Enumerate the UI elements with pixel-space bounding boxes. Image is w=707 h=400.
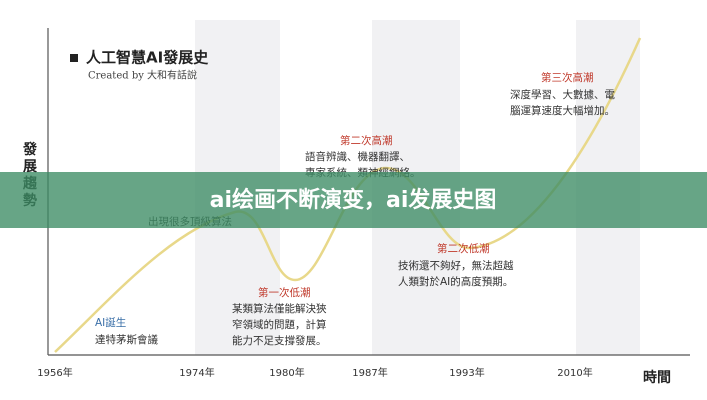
annotation-line: 達特茅斯會議 <box>95 333 158 346</box>
banner-bg <box>0 172 707 228</box>
x-tick-label: 1993年 <box>449 366 484 379</box>
x-axis-label: 時間 <box>643 369 671 386</box>
x-tick-label: 1956年 <box>37 366 72 379</box>
annotation-heading: AI誕生 <box>95 316 126 329</box>
annotation-heading: 第一次低潮 <box>258 286 311 299</box>
annotation-heading: 第二次低潮 <box>437 242 490 255</box>
annotation-heading: 第二次高潮 <box>340 134 393 147</box>
annotation-heading: 第三次高潮 <box>541 71 594 84</box>
annotation-line: 窄領域的問題，計算 <box>232 318 327 331</box>
title-bullet <box>70 54 78 62</box>
annotation-line: 某類算法僅能解決狹 <box>232 302 327 315</box>
x-tick-label: 1987年 <box>352 366 387 379</box>
annotation-line: 能力不足支撐發展。 <box>232 334 327 347</box>
x-tick-label: 2010年 <box>557 366 592 379</box>
annotation-line: 技術還不夠好，無法超越 <box>398 259 514 272</box>
x-tick-label: 1980年 <box>269 366 304 379</box>
banner-text: ai绘画不断演变，ai发展史图 <box>210 187 497 213</box>
title: 人工智慧AI發展史 <box>86 49 209 67</box>
annotation-line: 深度學習、大數據、電 <box>510 88 615 101</box>
subtitle: Created by 大和有話說 <box>88 69 197 82</box>
annotation-line: 語音辨識、機器翻譯、 <box>305 150 410 163</box>
x-tick-label: 1974年 <box>179 366 214 379</box>
annotation-line: 人類對於AI的高度預期。 <box>398 275 513 288</box>
annotation-line: 腦運算速度大幅增加。 <box>510 104 615 117</box>
